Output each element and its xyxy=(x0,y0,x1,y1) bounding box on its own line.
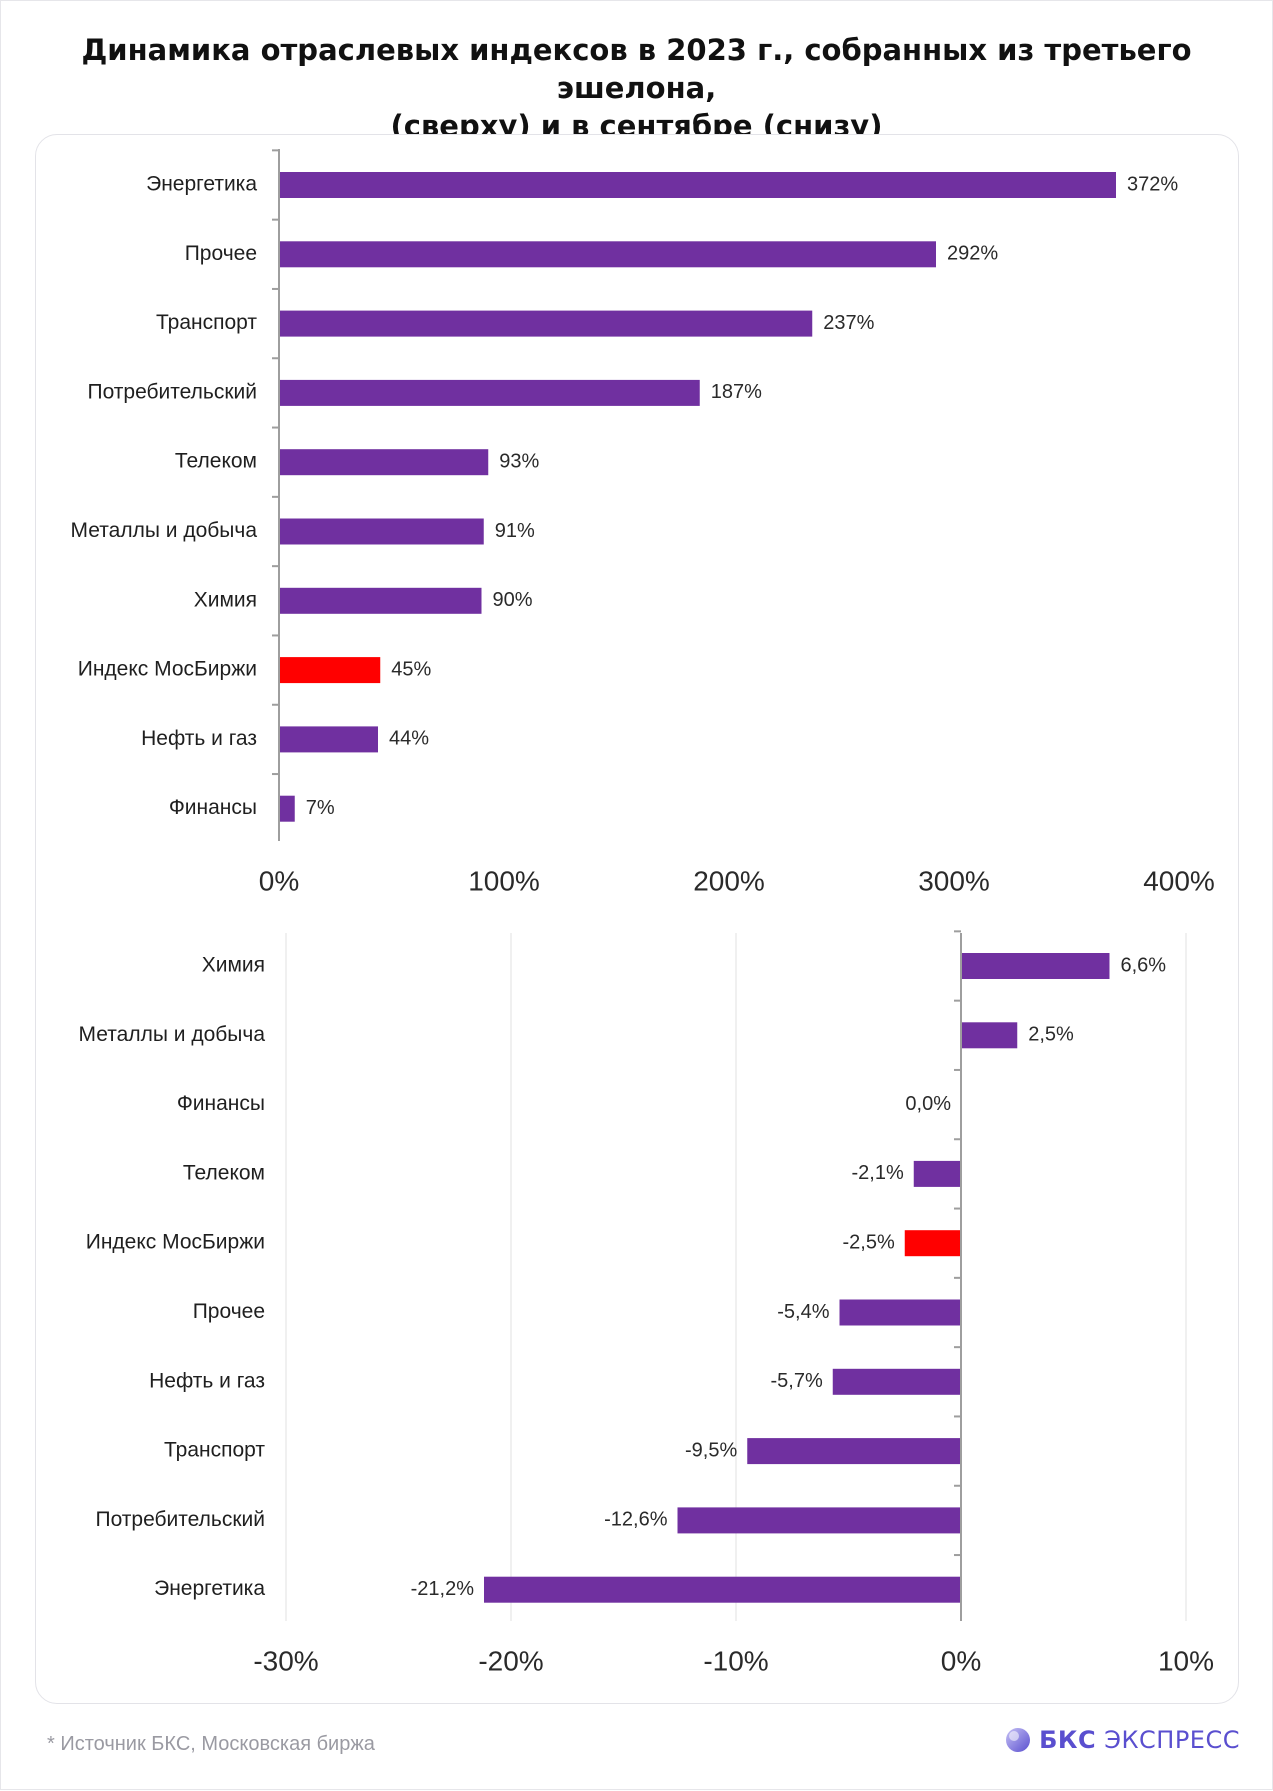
chart2-value-label: -5,4% xyxy=(777,1301,829,1323)
chart1-bar xyxy=(279,795,295,822)
chart1-value-label: 45% xyxy=(391,658,431,680)
chart2-x-tick-label: 10% xyxy=(1158,1645,1214,1676)
chart2-category-label: Телеком xyxy=(183,1161,265,1184)
chart1-category-label: Металлы и добыча xyxy=(71,519,258,542)
chart1-bar xyxy=(279,172,1116,198)
chart1-category-label: Потребительский xyxy=(87,380,257,403)
chart2-x-tick-label: -10% xyxy=(703,1645,768,1676)
chart1-bar xyxy=(279,518,484,545)
chart2-bar xyxy=(913,1160,961,1187)
chart2-bar xyxy=(484,1576,961,1603)
chart1-bar xyxy=(279,587,482,614)
chart2-value-label: -12,6% xyxy=(604,1509,668,1531)
chart2-bar xyxy=(677,1507,961,1534)
chart2-category-label: Прочее xyxy=(193,1300,265,1323)
chart1-x-tick-label: 200% xyxy=(693,865,765,896)
chart1-bar xyxy=(279,657,381,684)
chart2-category-label: Транспорт xyxy=(164,1439,265,1462)
chart1-category-label: Энергетика xyxy=(146,173,257,196)
chart-title: Динамика отраслевых индексов в 2023 г., … xyxy=(21,31,1252,145)
chart2-category-label: Финансы xyxy=(177,1092,265,1115)
chart2-value-label: -9,5% xyxy=(685,1439,737,1461)
chart1-category-label: Нефть и газ xyxy=(141,727,257,750)
chart1-x-tick-label: 100% xyxy=(468,865,540,896)
chart2-x-tick-label: 0% xyxy=(941,1645,981,1676)
chart1-value-label: 90% xyxy=(493,589,533,611)
chart2-bar xyxy=(747,1438,961,1465)
chart2-category-label: Энергетика xyxy=(154,1577,265,1600)
chart1-value-label: 93% xyxy=(499,450,539,472)
chart2-x-tick-label: -20% xyxy=(478,1645,543,1676)
chart1-bar xyxy=(279,310,813,337)
chart2-value-label: 6,6% xyxy=(1121,954,1167,976)
chart2-x-tick-label: -30% xyxy=(253,1645,318,1676)
chart1-category-label: Финансы xyxy=(169,796,257,819)
chart1-value-label: 292% xyxy=(947,243,998,265)
chart1-value-label: 187% xyxy=(711,381,762,403)
chart1-x-tick-label: 0% xyxy=(259,865,299,896)
chart1-category-label: Прочее xyxy=(185,242,257,265)
chart1-bar xyxy=(279,726,378,753)
brand-name-light: ЭКСПРЕСС xyxy=(1104,1726,1240,1754)
chart2-bar xyxy=(839,1299,961,1326)
chart1-category-label: Индекс МосБиржи xyxy=(78,658,257,681)
brand-name-bold: БКС xyxy=(1039,1726,1097,1754)
chart2-value-label: -2,5% xyxy=(843,1231,895,1253)
brand-name: БКС ЭКСПРЕСС xyxy=(1039,1726,1240,1754)
chart2-value-label: 0,0% xyxy=(905,1093,951,1115)
source-note: * Источник БКС, Московская биржа xyxy=(47,1733,375,1755)
bks-logo-icon xyxy=(1006,1728,1031,1752)
chart2-category-label: Индекс МосБиржи xyxy=(86,1231,265,1254)
chart1-x-tick-label: 400% xyxy=(1143,865,1215,896)
chart2-category-label: Металлы и добыча xyxy=(79,1023,266,1046)
chart2-category-label: Химия xyxy=(202,954,265,977)
chart1-value-label: 372% xyxy=(1127,173,1178,195)
brand-logo: БКС ЭКСПРЕСС xyxy=(1005,1726,1240,1754)
chart1-value-label: 237% xyxy=(823,312,874,334)
chart1-value-label: 91% xyxy=(495,520,535,542)
chart2-category-label: Потребительский xyxy=(95,1508,265,1531)
chart2-value-label: -21,2% xyxy=(411,1578,475,1600)
chart2-value-label: -2,1% xyxy=(852,1162,904,1184)
chart2-value-label: 2,5% xyxy=(1028,1024,1074,1046)
chart2-bar xyxy=(904,1230,961,1257)
chart-title-line-1: Динамика отраслевых индексов в 2023 г., … xyxy=(81,33,1192,105)
chart1-bar xyxy=(279,449,489,476)
chart1-value-label: 44% xyxy=(389,728,429,750)
chart2-bar xyxy=(961,1022,1018,1049)
chart1-value-label: 7% xyxy=(306,797,335,819)
chart1-category-label: Транспорт xyxy=(156,311,257,334)
chart1-bar xyxy=(279,379,700,406)
chart2-category-label: Нефть и газ xyxy=(149,1369,265,1392)
chart2-bar xyxy=(832,1368,961,1395)
chart2-value-label: -5,7% xyxy=(771,1370,823,1392)
chart1-category-label: Телеком xyxy=(175,450,257,473)
chart1-bar xyxy=(279,241,936,268)
chart2-bar xyxy=(961,953,1110,979)
chart1-category-label: Химия xyxy=(194,588,257,611)
chart1-x-tick-label: 300% xyxy=(918,865,990,896)
